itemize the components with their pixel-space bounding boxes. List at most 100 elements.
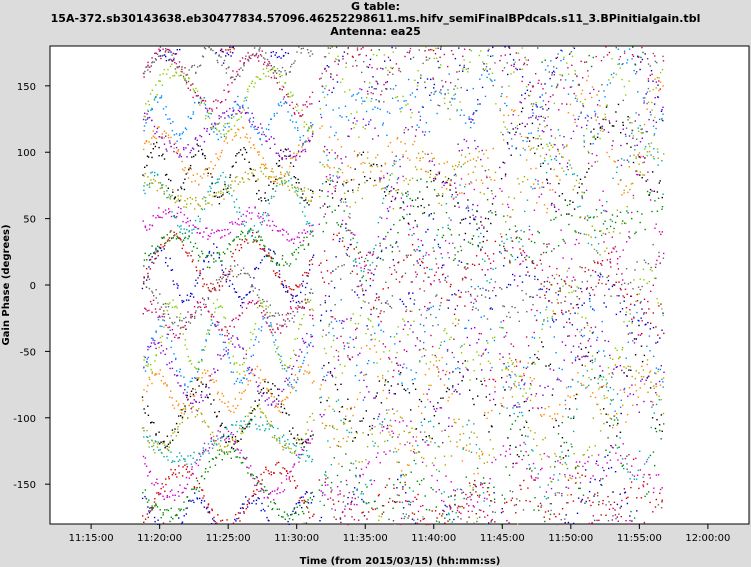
data-point bbox=[428, 214, 431, 216]
data-point bbox=[306, 141, 308, 143]
data-point bbox=[157, 342, 159, 345]
data-point bbox=[403, 388, 405, 390]
data-point bbox=[296, 51, 298, 53]
data-point bbox=[409, 197, 411, 200]
data-point bbox=[386, 397, 388, 400]
data-point bbox=[218, 130, 220, 133]
data-point bbox=[274, 503, 277, 505]
data-point bbox=[266, 392, 268, 394]
data-point bbox=[289, 165, 291, 168]
data-point bbox=[202, 453, 204, 455]
data-point bbox=[466, 89, 468, 91]
data-point bbox=[468, 450, 470, 452]
data-point bbox=[230, 424, 233, 426]
data-point bbox=[388, 358, 391, 360]
data-point bbox=[324, 494, 326, 496]
data-point bbox=[169, 240, 171, 242]
data-point bbox=[284, 52, 287, 54]
data-point bbox=[310, 127, 313, 129]
data-point bbox=[362, 511, 364, 513]
data-point bbox=[297, 150, 300, 152]
data-point bbox=[468, 152, 471, 155]
data-point bbox=[370, 308, 372, 311]
data-point bbox=[261, 50, 263, 52]
data-point bbox=[414, 199, 417, 201]
data-point bbox=[194, 317, 196, 319]
data-point bbox=[217, 369, 219, 371]
data-point bbox=[232, 405, 234, 407]
data-point bbox=[168, 476, 170, 478]
data-point bbox=[429, 401, 432, 403]
data-point bbox=[194, 226, 196, 228]
data-point bbox=[202, 236, 204, 238]
data-point bbox=[225, 281, 228, 283]
data-point bbox=[244, 171, 246, 174]
data-point bbox=[220, 520, 222, 522]
data-point bbox=[171, 329, 174, 331]
data-point bbox=[161, 335, 164, 337]
data-point bbox=[300, 324, 303, 326]
data-point bbox=[414, 250, 417, 252]
data-point bbox=[217, 123, 219, 125]
data-point bbox=[170, 516, 172, 518]
data-point bbox=[310, 336, 312, 338]
data-point bbox=[276, 72, 278, 74]
data-point bbox=[335, 320, 338, 322]
data-point bbox=[381, 505, 384, 507]
data-point bbox=[293, 62, 295, 64]
data-point bbox=[368, 461, 370, 463]
data-point bbox=[423, 478, 425, 480]
data-point bbox=[175, 63, 178, 65]
data-point bbox=[243, 63, 245, 65]
data-point bbox=[405, 192, 407, 194]
data-point bbox=[414, 452, 416, 454]
data-point bbox=[298, 236, 300, 239]
data-point bbox=[152, 299, 155, 301]
data-point bbox=[292, 387, 294, 390]
data-point bbox=[241, 392, 243, 394]
data-point bbox=[370, 164, 372, 166]
data-point bbox=[288, 189, 291, 191]
data-point bbox=[442, 397, 444, 399]
data-point bbox=[182, 131, 184, 133]
data-point bbox=[185, 394, 187, 396]
data-point bbox=[429, 283, 432, 285]
data-point bbox=[449, 508, 452, 510]
data-point bbox=[454, 504, 456, 506]
data-point bbox=[201, 391, 203, 393]
data-point bbox=[223, 140, 226, 142]
data-point bbox=[194, 312, 197, 314]
data-point bbox=[373, 306, 375, 309]
data-point bbox=[259, 138, 261, 141]
data-point bbox=[477, 395, 479, 397]
data-point bbox=[149, 268, 151, 270]
data-point bbox=[311, 135, 313, 138]
data-point bbox=[284, 468, 286, 470]
data-point bbox=[174, 336, 176, 338]
data-point bbox=[285, 370, 288, 372]
data-point bbox=[203, 451, 205, 453]
data-point bbox=[195, 226, 197, 228]
data-point bbox=[304, 299, 306, 301]
data-point bbox=[216, 59, 218, 62]
data-point bbox=[263, 300, 265, 303]
data-point bbox=[193, 487, 196, 489]
data-point bbox=[263, 379, 266, 381]
data-point bbox=[203, 442, 206, 445]
data-point bbox=[269, 312, 271, 314]
data-point bbox=[446, 350, 449, 352]
data-point bbox=[334, 209, 336, 211]
data-point bbox=[285, 447, 287, 449]
data-point bbox=[156, 94, 158, 96]
data-point bbox=[302, 244, 304, 246]
data-point bbox=[337, 171, 339, 173]
data-point bbox=[240, 462, 243, 464]
data-point bbox=[141, 497, 144, 500]
data-point bbox=[208, 194, 211, 196]
data-point bbox=[226, 52, 228, 54]
data-point bbox=[342, 342, 345, 344]
data-point bbox=[251, 80, 253, 82]
data-point bbox=[160, 517, 162, 519]
data-point bbox=[362, 417, 365, 420]
data-point bbox=[219, 431, 221, 433]
